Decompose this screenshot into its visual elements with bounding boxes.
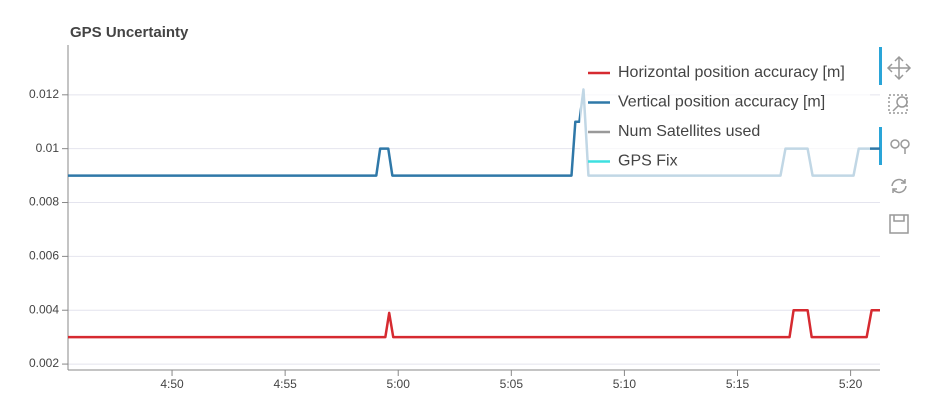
- toolbar-indicator: [879, 127, 882, 165]
- toolbar: [879, 47, 912, 234]
- x-tick-label: 5:15: [726, 377, 750, 391]
- toolbar-indicator: [879, 47, 882, 85]
- x-tick-label: 5:10: [613, 377, 637, 391]
- y-tick-label: 0.008: [29, 195, 59, 209]
- legend: Horizontal position accuracy [m] Vertical…: [580, 57, 870, 183]
- zoom-tool[interactable]: [888, 94, 908, 114]
- reset-tool[interactable]: [891, 178, 907, 194]
- legend-label: Horizontal position accuracy [m]: [618, 64, 845, 81]
- y-tick-label: 0.01: [36, 141, 60, 155]
- x-tick-label: 4:50: [160, 377, 184, 391]
- legend-box: [580, 57, 870, 183]
- chart-title: GPS Uncertainty: [70, 24, 189, 41]
- x-tick-label: 5:00: [387, 377, 411, 391]
- x-tick-label: 5:20: [839, 377, 863, 391]
- x-tick-label: 5:05: [500, 377, 524, 391]
- y-tick-label: 0.004: [29, 302, 59, 316]
- legend-label: Vertical position accuracy [m]: [618, 94, 825, 111]
- y-tick-label: 0.002: [29, 356, 59, 370]
- pan-tool[interactable]: [886, 55, 912, 81]
- x-tick-label: 4:55: [273, 377, 297, 391]
- y-tick-label: 0.012: [29, 87, 59, 101]
- hover-tool[interactable]: [890, 139, 910, 154]
- save-tool[interactable]: [889, 214, 909, 234]
- series-line: [68, 308, 880, 339]
- legend-label: Num Satellites used: [618, 123, 760, 140]
- legend-label: GPS Fix: [618, 153, 678, 170]
- y-tick-label: 0.006: [29, 249, 59, 263]
